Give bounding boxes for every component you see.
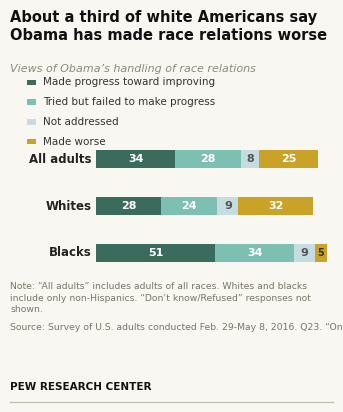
- Bar: [175, 150, 241, 168]
- Text: 5: 5: [318, 248, 324, 258]
- Text: Source: Survey of U.S. adults conducted Feb. 29-May 8, 2016. Q23. “On Views of R: Source: Survey of U.S. adults conducted …: [10, 323, 343, 332]
- Bar: [259, 150, 318, 168]
- Text: Not addressed: Not addressed: [43, 117, 118, 127]
- Bar: [96, 244, 215, 262]
- Bar: [96, 150, 175, 168]
- Bar: [294, 244, 315, 262]
- Bar: [96, 197, 161, 215]
- Text: Views of Obama’s handling of race relations: Views of Obama’s handling of race relati…: [10, 64, 256, 74]
- Text: Tried but failed to make progress: Tried but failed to make progress: [43, 97, 215, 107]
- Bar: [217, 197, 238, 215]
- Text: About a third of white Americans say
Obama has made race relations worse: About a third of white Americans say Oba…: [10, 10, 328, 43]
- Text: 25: 25: [281, 154, 296, 164]
- Bar: [241, 150, 259, 168]
- Text: 24: 24: [181, 201, 197, 211]
- Text: 28: 28: [121, 201, 137, 211]
- Text: 9: 9: [224, 201, 232, 211]
- Text: PEW RESEARCH CENTER: PEW RESEARCH CENTER: [10, 382, 152, 392]
- Text: 28: 28: [200, 154, 216, 164]
- Text: 8: 8: [246, 154, 254, 164]
- Text: All adults: All adults: [29, 153, 91, 166]
- Text: 34: 34: [247, 248, 262, 258]
- Text: 9: 9: [301, 248, 309, 258]
- Text: 32: 32: [268, 201, 283, 211]
- Bar: [315, 244, 327, 262]
- Bar: [161, 197, 217, 215]
- Bar: [215, 244, 294, 262]
- Text: Made worse: Made worse: [43, 137, 106, 147]
- Text: Made progress toward improving: Made progress toward improving: [43, 77, 215, 87]
- Text: Blacks: Blacks: [49, 246, 91, 259]
- Text: 34: 34: [128, 154, 143, 164]
- Bar: [238, 197, 313, 215]
- Text: 51: 51: [148, 248, 163, 258]
- Text: Whites: Whites: [45, 199, 91, 213]
- Text: Note: “All adults” includes adults of all races. Whites and blacks include only : Note: “All adults” includes adults of al…: [10, 282, 311, 314]
